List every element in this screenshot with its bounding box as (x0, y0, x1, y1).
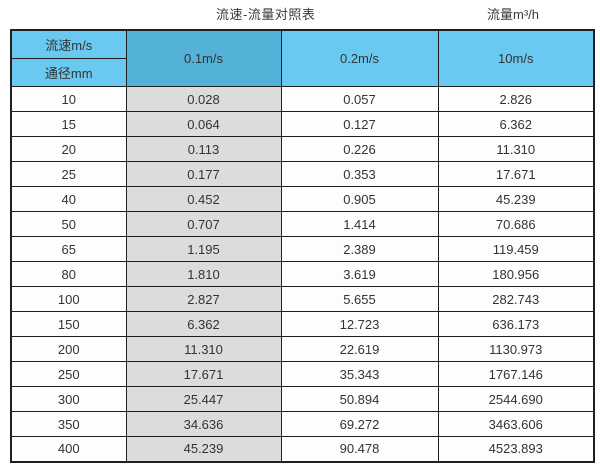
diameter-cell: 350 (10, 411, 127, 437)
value-cell: 180.956 (437, 261, 595, 287)
diameter-cell: 25 (10, 161, 127, 187)
value-cell: 4523.893 (437, 436, 595, 462)
value-cell: 17.671 (125, 361, 282, 387)
value-cell: 0.028 (125, 86, 282, 112)
value-cell: 1.810 (125, 261, 282, 287)
value-cell: 0.353 (280, 161, 439, 187)
value-cell: 35.343 (280, 361, 439, 387)
value-cell: 3463.606 (437, 411, 595, 437)
diameter-cell: 65 (10, 236, 127, 262)
diameter-cell: 10 (10, 86, 127, 112)
value-cell: 34.636 (125, 411, 282, 437)
header-column-0.1ms: 0.1m/s (125, 29, 282, 87)
header-column-0.2ms: 0.2m/s (280, 29, 439, 87)
value-cell: 50.894 (280, 386, 439, 412)
value-cell: 1.414 (280, 211, 439, 237)
table-body: 10 0.028 0.057 2.826 15 0.064 0.127 6.36… (10, 86, 595, 462)
table-row: 40 0.452 0.905 45.239 (10, 186, 595, 212)
table-row: 250 17.671 35.343 1767.146 (10, 361, 595, 387)
value-cell: 11.310 (125, 336, 282, 362)
table-row: 80 1.810 3.619 180.956 (10, 261, 595, 287)
value-cell: 6.362 (437, 111, 595, 137)
flow-unit-label: 流量m³/h (487, 7, 540, 22)
value-cell: 0.113 (125, 136, 282, 162)
value-cell: 90.478 (280, 436, 439, 462)
value-cell: 11.310 (437, 136, 595, 162)
value-cell: 282.743 (437, 286, 595, 312)
table-row: 50 0.707 1.414 70.686 (10, 211, 595, 237)
value-cell: 5.655 (280, 286, 439, 312)
table-row: 350 34.636 69.272 3463.606 (10, 411, 595, 437)
value-cell: 119.459 (437, 236, 595, 262)
table-row: 100 2.827 5.655 282.743 (10, 286, 595, 312)
value-cell: 3.619 (280, 261, 439, 287)
value-cell: 1.195 (125, 236, 282, 262)
value-cell: 0.127 (280, 111, 439, 137)
table-row: 25 0.177 0.353 17.671 (10, 161, 595, 187)
value-cell: 45.239 (125, 436, 282, 462)
table-row: 15 0.064 0.127 6.362 (10, 111, 595, 137)
value-cell: 2.826 (437, 86, 595, 112)
value-cell: 69.272 (280, 411, 439, 437)
diameter-cell: 20 (10, 136, 127, 162)
value-cell: 22.619 (280, 336, 439, 362)
table-row: 200 11.310 22.619 1130.973 (10, 336, 595, 362)
value-cell: 2544.690 (437, 386, 595, 412)
value-cell: 0.057 (280, 86, 439, 112)
value-cell: 0.064 (125, 111, 282, 137)
value-cell: 0.452 (125, 186, 282, 212)
diameter-cell: 80 (10, 261, 127, 287)
header-diameter-label: 通径mm (10, 58, 127, 87)
table-row: 400 45.239 90.478 4523.893 (10, 436, 595, 462)
value-cell: 1130.973 (437, 336, 595, 362)
diameter-cell: 15 (10, 111, 127, 137)
value-cell: 45.239 (437, 186, 595, 212)
page-title: 流速-流量对照表 (216, 7, 316, 22)
diameter-cell: 150 (10, 311, 127, 337)
diameter-cell: 400 (10, 436, 127, 462)
diameter-cell: 250 (10, 361, 127, 387)
value-cell: 70.686 (437, 211, 595, 237)
diameter-cell: 200 (10, 336, 127, 362)
value-cell: 6.362 (125, 311, 282, 337)
table-header: 流速m/s 0.1m/s 0.2m/s 10m/s 通径mm (10, 29, 595, 87)
header-column-10ms: 10m/s (437, 29, 595, 87)
header-velocity-label: 流速m/s (10, 29, 127, 59)
value-cell: 0.177 (125, 161, 282, 187)
table-row: 150 6.362 12.723 636.173 (10, 311, 595, 337)
value-cell: 12.723 (280, 311, 439, 337)
value-cell: 25.447 (125, 386, 282, 412)
value-cell: 2.389 (280, 236, 439, 262)
table-row: 10 0.028 0.057 2.826 (10, 86, 595, 112)
table-row: 65 1.195 2.389 119.459 (10, 236, 595, 262)
value-cell: 0.226 (280, 136, 439, 162)
diameter-cell: 300 (10, 386, 127, 412)
value-cell: 0.905 (280, 186, 439, 212)
flow-rate-table: 流速m/s 0.1m/s 0.2m/s 10m/s 通径mm 10 0.028 … (10, 29, 595, 463)
value-cell: 17.671 (437, 161, 595, 187)
table-row: 20 0.113 0.226 11.310 (10, 136, 595, 162)
table-row: 300 25.447 50.894 2544.690 (10, 386, 595, 412)
value-cell: 1767.146 (437, 361, 595, 387)
value-cell: 636.173 (437, 311, 595, 337)
value-cell: 2.827 (125, 286, 282, 312)
value-cell: 0.707 (125, 211, 282, 237)
diameter-cell: 50 (10, 211, 127, 237)
diameter-cell: 100 (10, 286, 127, 312)
diameter-cell: 40 (10, 186, 127, 212)
